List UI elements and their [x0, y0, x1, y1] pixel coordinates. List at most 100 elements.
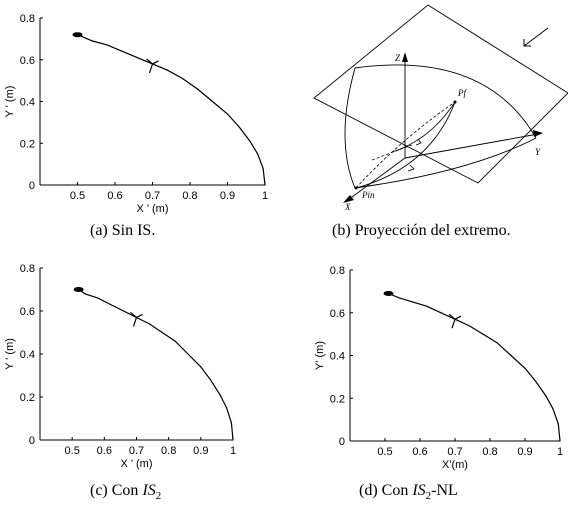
- x-tick-label: 0.8: [182, 190, 197, 202]
- x-tick-label: 0.6: [412, 446, 427, 458]
- x-axis-label: X'(m): [442, 459, 468, 471]
- data-point: [196, 88, 199, 90]
- data-point: [552, 408, 554, 410]
- data-point: [110, 303, 112, 306]
- caption-c: (c) Con IS2: [90, 482, 161, 502]
- data-point: [468, 324, 470, 327]
- small-arrow-2: [415, 138, 422, 146]
- z-label: Z: [395, 53, 401, 63]
- x-tick-label: 0.5: [70, 190, 85, 202]
- trajectory-series: [388, 292, 561, 442]
- data-point: [256, 153, 259, 155]
- x-axis-head: [343, 195, 354, 203]
- data-point: [200, 366, 202, 368]
- data-point: [148, 323, 150, 325]
- x-label: X: [344, 202, 351, 212]
- data-point: [412, 301, 414, 303]
- y-axis-head: [533, 130, 543, 137]
- caption-d-is: IS: [412, 482, 426, 499]
- caption-d-suffix: -NL: [431, 482, 458, 499]
- caption-b: (b) Proyección del extremo.: [332, 222, 511, 239]
- caption-d-prefix: (d) Con: [359, 482, 413, 499]
- y-tick-label: 0.2: [20, 138, 35, 150]
- y-label: Y: [535, 147, 541, 157]
- x-tick-label: 0.6: [97, 445, 112, 457]
- data-point: [161, 331, 163, 334]
- data-point: [106, 44, 109, 46]
- data-point: [91, 40, 94, 42]
- projection-diagram: Z Y X Pf Pin: [313, 4, 568, 212]
- data-point: [557, 423, 559, 425]
- y-tick-label: 0.8: [20, 263, 35, 275]
- x-tick-label: 1: [230, 445, 236, 457]
- y-axis-label: Y' (m): [314, 341, 326, 370]
- x-tick-label: 0.9: [517, 446, 532, 458]
- point-pin: [354, 186, 358, 190]
- y-tick-label: 0.8: [330, 265, 345, 277]
- direction-arrow-head: [523, 39, 531, 47]
- chart-a: 0.5 0.6 0.7 0.8 0.9 1 0 0.2 0.4 0.6 0.8 X ' (m) Y ' …: [4, 13, 268, 215]
- data-point: [136, 57, 139, 59]
- caption-a: (a) Sin IS.: [90, 222, 156, 239]
- x-tick-label: 0.5: [65, 445, 80, 457]
- direction-arrow: [523, 27, 549, 47]
- x-axis-label: X ' (m): [136, 203, 168, 215]
- direction-marker: [146, 58, 159, 74]
- data-point: [510, 354, 512, 357]
- data-point: [398, 297, 400, 299]
- end-cluster: [72, 32, 83, 38]
- x-tick-label: 1: [557, 446, 563, 458]
- x-tick-label: 1: [262, 190, 268, 202]
- direction-marker: [130, 311, 143, 327]
- y-tick-label: 0.4: [20, 97, 35, 109]
- x-tick-label: 0.5: [377, 446, 392, 458]
- x-axis: [347, 157, 406, 201]
- data-point: [534, 380, 537, 382]
- z-axis-head: [402, 52, 408, 62]
- y-axis: [404, 133, 539, 159]
- data-point: [225, 407, 228, 409]
- caption-d-sub: 2: [425, 490, 432, 503]
- point-pf: [453, 100, 457, 104]
- data-point: [426, 305, 428, 307]
- end-cluster: [383, 291, 394, 297]
- data-point: [559, 440, 561, 442]
- x-tick-label: 0.9: [220, 190, 235, 202]
- data-point: [209, 379, 212, 381]
- data-point: [440, 312, 442, 314]
- y-axis-label: Y ' (m): [4, 86, 16, 118]
- data-point: [166, 69, 169, 71]
- y-tick-label: 0.8: [20, 13, 35, 25]
- data-point: [262, 167, 264, 169]
- y-tick-label: 0: [339, 436, 345, 448]
- y-tick-label: 0.4: [20, 349, 35, 361]
- direction-marker: [448, 313, 462, 329]
- data-point: [496, 342, 498, 344]
- inner-curve: [391, 101, 456, 153]
- x-tick-label: 0.6: [107, 190, 122, 202]
- y-tick-label: 0.2: [20, 392, 35, 404]
- trajectory-projection: [355, 101, 456, 189]
- x-axis-label: X ' (m): [120, 458, 152, 470]
- data-point: [264, 184, 266, 186]
- pf-label: Pf: [457, 88, 467, 98]
- x-tick-label: 0.8: [161, 445, 176, 457]
- data-point: [181, 77, 184, 80]
- data-point: [238, 125, 240, 128]
- x-tick-label: 0.7: [447, 446, 462, 458]
- sphere-arc-top: [354, 64, 537, 139]
- caption-c-sub: 2: [155, 490, 162, 503]
- trajectory-series: [77, 34, 266, 186]
- data-point: [230, 422, 232, 424]
- data-point: [249, 140, 251, 142]
- y-axis-label: Y ' (m): [4, 338, 16, 370]
- y-tick-label: 0.6: [330, 308, 345, 320]
- data-point: [174, 340, 176, 342]
- sphere-arc-left: [344, 67, 356, 189]
- y-tick-label: 0.6: [20, 55, 35, 67]
- data-point: [187, 353, 189, 355]
- data-point: [482, 333, 484, 335]
- caption-c-is: IS: [142, 482, 156, 499]
- caption-d: (d) Con IS2-NL: [359, 482, 458, 502]
